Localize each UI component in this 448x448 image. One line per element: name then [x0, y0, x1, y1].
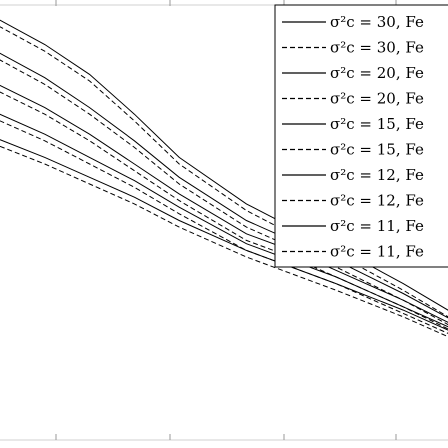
series-line-3 [0, 52, 448, 319]
series-line-9 [0, 139, 448, 331]
legend-label-2: σ²c = 30, Fe [330, 39, 424, 57]
legend-box [274, 4, 448, 268]
series-line-5 [0, 84, 448, 323]
series-line-4 [0, 59, 448, 326]
legend-label-5: σ²c = 15, Fe [330, 115, 424, 133]
legend: σ²c = 30, Fe σ²c = 30, Fe σ²c = 20, Fe σ²c … [274, 4, 448, 268]
legend-entries: σ²c = 30, Fe σ²c = 30, Fe σ²c = 20, Fe σ²c … [282, 13, 424, 261]
legend-label-3: σ²c = 20, Fe [330, 64, 424, 82]
legend-label-7: σ²c = 12, Fe [330, 166, 424, 184]
legend-label-6: σ²c = 15, Fe [330, 141, 424, 159]
series-line-10 [0, 145, 448, 338]
series-layer [0, 19, 448, 338]
legend-label-10: σ²c = 11, Fe [330, 243, 424, 261]
legend-label-4: σ²c = 20, Fe [330, 90, 424, 108]
series-line-8 [0, 120, 448, 334]
series-line-6 [0, 91, 448, 330]
legend-label-8: σ²c = 12, Fe [330, 192, 424, 210]
series-line-7 [0, 113, 448, 328]
legend-label-1: σ²c = 30, Fe [330, 13, 424, 31]
legend-label-9: σ²c = 11, Fe [330, 217, 424, 235]
